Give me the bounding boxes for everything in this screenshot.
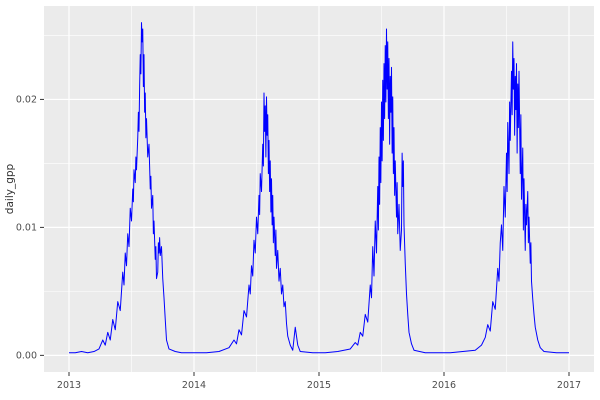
x-tick-label: 2013 [57,380,81,391]
y-axis-title: daily_gpp [4,163,16,214]
y-tick-label: 0.02 [16,94,37,105]
daily-gpp-line-series [69,22,569,354]
y-tick-label: 0.01 [16,222,37,233]
x-tick-label: 2015 [307,380,331,391]
major-gridlines [44,6,594,372]
x-tick-label: 2016 [432,380,456,391]
x-tick-label: 2014 [182,380,206,391]
y-tick-label: 0.00 [16,350,37,361]
x-tick-label: 2017 [557,380,581,391]
x-axis: 2013 2014 2015 2016 2017 [57,372,581,391]
y-axis: 0.00 0.01 0.02 [16,94,44,361]
